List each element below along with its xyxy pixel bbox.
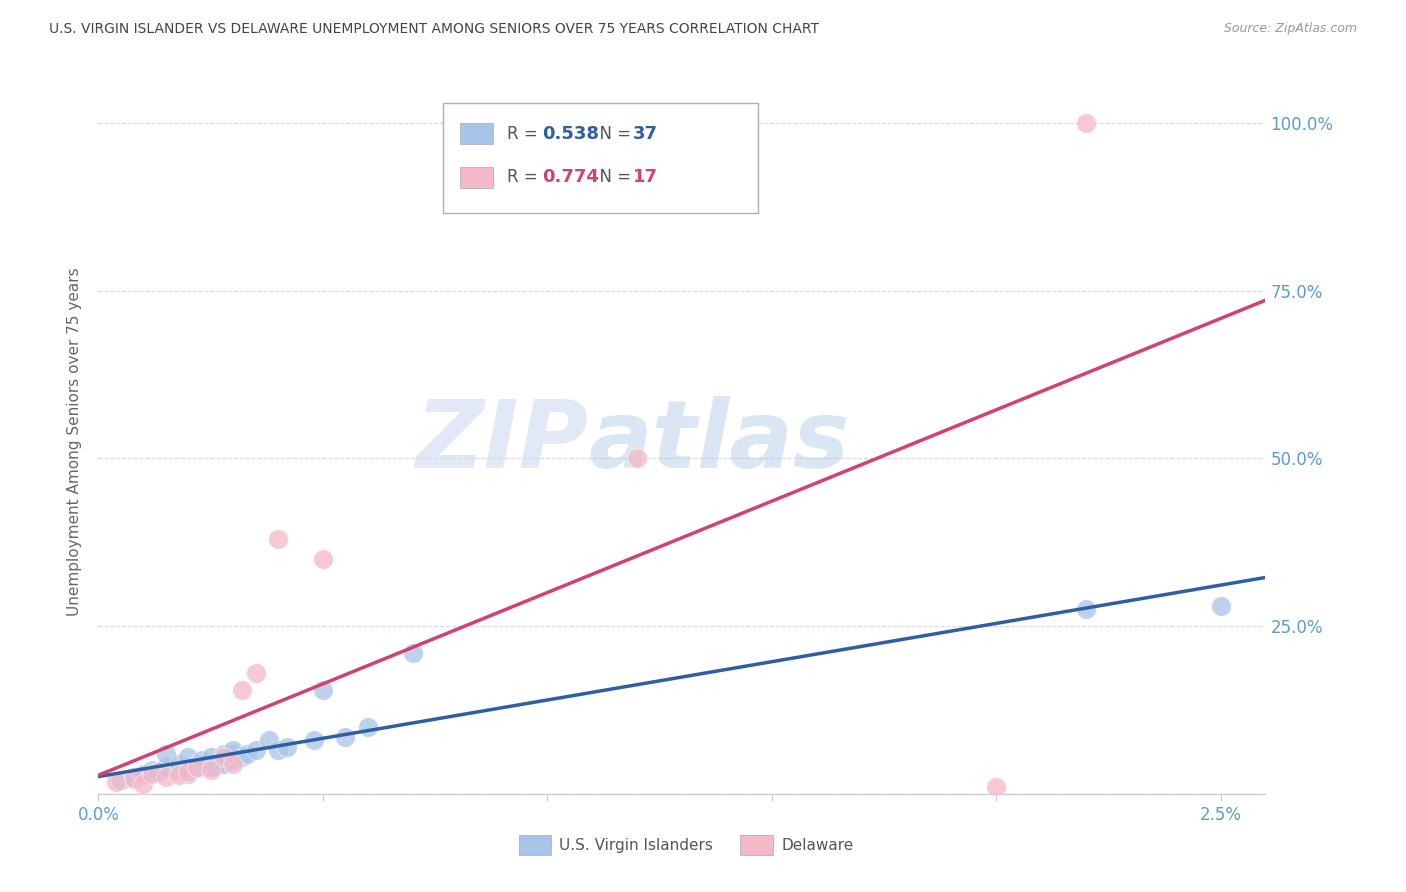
- Point: [257, 733, 280, 747]
- Point: [245, 743, 267, 757]
- Point: [167, 756, 190, 771]
- Point: [124, 770, 146, 784]
- Point: [146, 765, 169, 780]
- Point: [312, 682, 335, 697]
- Text: N =: N =: [589, 169, 636, 186]
- Point: [177, 761, 200, 775]
- Point: [200, 750, 222, 764]
- Point: [212, 747, 235, 761]
- Point: [335, 730, 357, 744]
- Point: [1074, 116, 1097, 130]
- Bar: [741, 836, 773, 855]
- Point: [141, 764, 163, 778]
- Point: [222, 756, 245, 771]
- Point: [155, 770, 177, 784]
- Text: U.S. Virgin Islanders: U.S. Virgin Islanders: [560, 838, 713, 853]
- Text: Delaware: Delaware: [782, 838, 853, 853]
- Point: [155, 747, 177, 761]
- Point: [276, 739, 298, 754]
- Point: [200, 764, 222, 778]
- Point: [1074, 602, 1097, 616]
- Point: [132, 766, 155, 780]
- Text: 0.774: 0.774: [541, 169, 599, 186]
- Point: [357, 720, 380, 734]
- Point: [167, 764, 190, 778]
- Point: [186, 756, 208, 771]
- Text: atlas: atlas: [589, 395, 849, 488]
- Text: U.S. VIRGIN ISLANDER VS DELAWARE UNEMPLOYMENT AMONG SENIORS OVER 75 YEARS CORREL: U.S. VIRGIN ISLANDER VS DELAWARE UNEMPLO…: [49, 22, 820, 37]
- Point: [245, 666, 267, 681]
- Text: ZIP: ZIP: [416, 395, 589, 488]
- Point: [186, 760, 208, 774]
- Point: [626, 451, 648, 466]
- Bar: [519, 836, 551, 855]
- Point: [231, 682, 253, 697]
- Point: [200, 760, 222, 774]
- Point: [302, 733, 325, 747]
- Point: [124, 772, 146, 786]
- Point: [204, 758, 226, 772]
- Point: [231, 750, 253, 764]
- Text: Source: ZipAtlas.com: Source: ZipAtlas.com: [1223, 22, 1357, 36]
- Text: 0.538: 0.538: [541, 125, 599, 143]
- Y-axis label: Unemployment Among Seniors over 75 years: Unemployment Among Seniors over 75 years: [67, 268, 83, 615]
- Point: [267, 743, 290, 757]
- Text: R =: R =: [508, 125, 543, 143]
- Point: [155, 760, 177, 774]
- Text: R =: R =: [508, 169, 543, 186]
- Point: [312, 552, 335, 566]
- Point: [177, 765, 200, 780]
- Point: [132, 768, 155, 782]
- Text: 17: 17: [633, 169, 658, 186]
- Point: [984, 780, 1007, 794]
- Point: [401, 646, 423, 660]
- Point: [222, 747, 245, 761]
- Point: [110, 773, 132, 788]
- Text: N =: N =: [589, 125, 636, 143]
- Point: [267, 532, 290, 546]
- Point: [177, 766, 200, 780]
- Bar: [460, 167, 494, 188]
- Point: [222, 743, 245, 757]
- Point: [212, 756, 235, 771]
- Bar: [460, 123, 494, 145]
- Point: [132, 777, 155, 791]
- Point: [235, 747, 257, 761]
- Text: 37: 37: [633, 125, 658, 143]
- Point: [186, 761, 208, 775]
- Point: [105, 774, 128, 789]
- Point: [190, 753, 212, 767]
- FancyBboxPatch shape: [443, 103, 758, 212]
- Point: [212, 750, 235, 764]
- Point: [222, 753, 245, 767]
- Point: [1209, 599, 1232, 613]
- Point: [141, 766, 163, 780]
- Point: [167, 768, 190, 782]
- Point: [177, 750, 200, 764]
